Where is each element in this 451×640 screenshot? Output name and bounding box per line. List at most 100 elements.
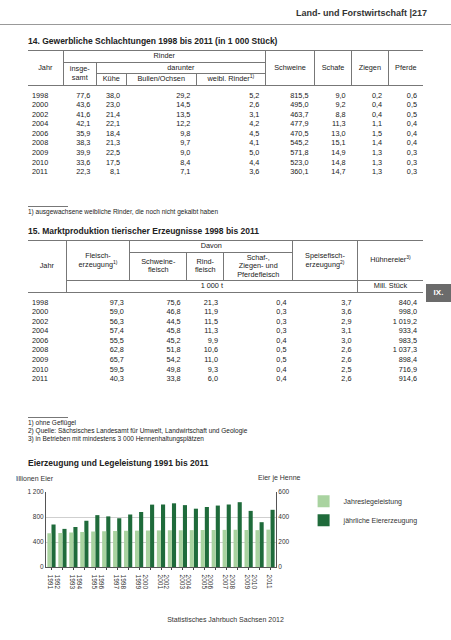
html-text:18,4: 18,4	[105, 128, 121, 138]
html-text:43,6: 43,6	[76, 100, 91, 110]
svg-text:1996: 1996	[98, 575, 105, 590]
html-text:Pferde: Pferde	[395, 62, 417, 72]
html-text:2008: 2008	[32, 138, 49, 148]
svg-text:200: 200	[278, 538, 289, 545]
svg-text:400: 400	[33, 538, 44, 545]
html-text:463,7: 463,7	[290, 109, 309, 119]
html-text:21,3: 21,3	[105, 138, 121, 148]
svg-text:1 200: 1 200	[27, 488, 44, 495]
svg-text:1999: 1999	[135, 575, 142, 590]
svg-text:0: 0	[40, 563, 44, 570]
svg-text:0: 0	[278, 563, 282, 570]
html-text:0,6: 0,6	[406, 90, 417, 100]
html-text:1,5: 1,5	[372, 128, 383, 138]
html-text:14,5: 14,5	[176, 100, 191, 110]
svg-text:2010: 2010	[251, 575, 258, 590]
svg-text:2002: 2002	[163, 575, 170, 590]
svg-text:2011: 2011	[266, 575, 273, 589]
html-text:21,4: 21,4	[105, 109, 121, 119]
html-text:Schweine: Schweine	[274, 62, 306, 72]
html-text:8,8: 8,8	[335, 109, 346, 119]
svg-text:400: 400	[278, 513, 289, 520]
html-text:3,1: 3,1	[249, 109, 260, 119]
html-text:41,6: 41,6	[76, 109, 91, 119]
html-text:1998: 1998	[32, 90, 49, 100]
svg-text:2000: 2000	[142, 575, 149, 590]
html-text:38,0: 38,0	[105, 90, 121, 100]
html-text:samt: samt	[71, 72, 88, 82]
html-text:Ziegen: Ziegen	[358, 62, 381, 72]
html-text:1,4: 1,4	[372, 138, 383, 148]
html-text:815,5: 815,5	[290, 90, 309, 100]
html-text:0,5: 0,5	[406, 100, 417, 110]
svg-text:Eier je Henne: Eier je Henne	[258, 474, 301, 482]
html-text:470,5: 470,5	[290, 128, 309, 138]
html-text:9,7: 9,7	[180, 138, 191, 148]
svg-text:1995: 1995	[91, 575, 98, 590]
svg-text:2008: 2008	[229, 575, 236, 590]
html-text:1,1: 1,1	[372, 119, 383, 129]
html-text:0,5: 0,5	[406, 109, 417, 119]
html-text:42,1: 42,1	[76, 119, 91, 129]
html-text:4,2: 4,2	[249, 119, 260, 129]
svg-text:600: 600	[278, 488, 289, 495]
html-text:23,0: 23,0	[105, 100, 121, 110]
html-text:darunter: darunter	[167, 62, 195, 72]
svg-text:1998: 1998	[120, 575, 127, 590]
html-text:22,1: 22,1	[105, 119, 121, 129]
html-text:35,9: 35,9	[76, 128, 91, 138]
svg-text:2003: 2003	[179, 575, 186, 590]
html-text:545,2: 545,2	[290, 138, 309, 148]
html-text:2000: 2000	[32, 100, 49, 110]
svg-text:1994: 1994	[76, 575, 83, 590]
html-text:Land- und Forstwirtschaft |217: Land- und Forstwirtschaft |217	[296, 8, 427, 18]
html-text:13,0: 13,0	[331, 128, 346, 138]
html-text:erzeugung1): erzeugung1)	[78, 258, 118, 269]
html-text:5,2: 5,2	[249, 90, 260, 100]
html-text:9,0: 9,0	[335, 90, 346, 100]
svg-text:1997: 1997	[113, 575, 120, 590]
html-text:9,8: 9,8	[180, 128, 191, 138]
html-text:0,4: 0,4	[406, 138, 417, 148]
html-text:0,4: 0,4	[406, 128, 417, 138]
html-text:2006: 2006	[32, 128, 49, 138]
svg-text:jährliche Eiererzeugung: jährliche Eiererzeugung	[343, 517, 418, 525]
html-text:38,3: 38,3	[76, 138, 91, 148]
html-text:0,2: 0,2	[372, 90, 383, 100]
html-text:0,4: 0,4	[406, 119, 417, 129]
svg-text:2009: 2009	[244, 575, 251, 590]
html-text:2004: 2004	[32, 119, 49, 129]
html-text:29,2: 29,2	[176, 90, 191, 100]
html-text:0,4: 0,4	[372, 109, 383, 119]
svg-text:1992: 1992	[54, 575, 61, 590]
svg-text:Jahreslegeleistung: Jahreslegeleistung	[344, 498, 402, 506]
html-text:9,2: 9,2	[335, 100, 346, 110]
html-text:0,4: 0,4	[372, 100, 383, 110]
html-text:14. Gewerbliche Schlachtungen: 14. Gewerbliche Schlachtungen 1998 bis 2…	[28, 36, 278, 46]
html-text:Jahr: Jahr	[38, 62, 53, 72]
html-text:495,0: 495,0	[290, 100, 309, 110]
html-text:11,3: 11,3	[331, 119, 346, 129]
html-text:2,6: 2,6	[249, 100, 260, 110]
html-text:Hühnereier3): Hühnereier3)	[370, 253, 411, 265]
html-text:77,6: 77,6	[76, 90, 91, 100]
html-text:15,1: 15,1	[331, 138, 346, 148]
html-text:13,5: 13,5	[176, 109, 191, 119]
svg-text:2001: 2001	[157, 575, 164, 590]
svg-text:2007: 2007	[222, 575, 229, 590]
html-text:477,9: 477,9	[290, 119, 309, 129]
svg-text:1993: 1993	[69, 575, 76, 590]
html-text:2002: 2002	[32, 109, 49, 119]
html-text:12,2: 12,2	[176, 119, 191, 129]
html-text:weibl. Rinder1): weibl. Rinder1)	[207, 72, 255, 83]
html-text:4,5: 4,5	[249, 128, 260, 138]
svg-text:Millionen Eier: Millionen Eier	[16, 475, 54, 482]
svg-text:2006: 2006	[207, 575, 214, 590]
svg-text:2005: 2005	[201, 575, 208, 590]
svg-text:2004: 2004	[185, 575, 192, 590]
svg-text:1991: 1991	[47, 575, 54, 590]
svg-text:800: 800	[33, 513, 44, 520]
html-text:erzeugung2): erzeugung2)	[305, 258, 345, 269]
html-text:Schafe: Schafe	[321, 62, 345, 72]
html-text:4,1: 4,1	[249, 138, 260, 148]
